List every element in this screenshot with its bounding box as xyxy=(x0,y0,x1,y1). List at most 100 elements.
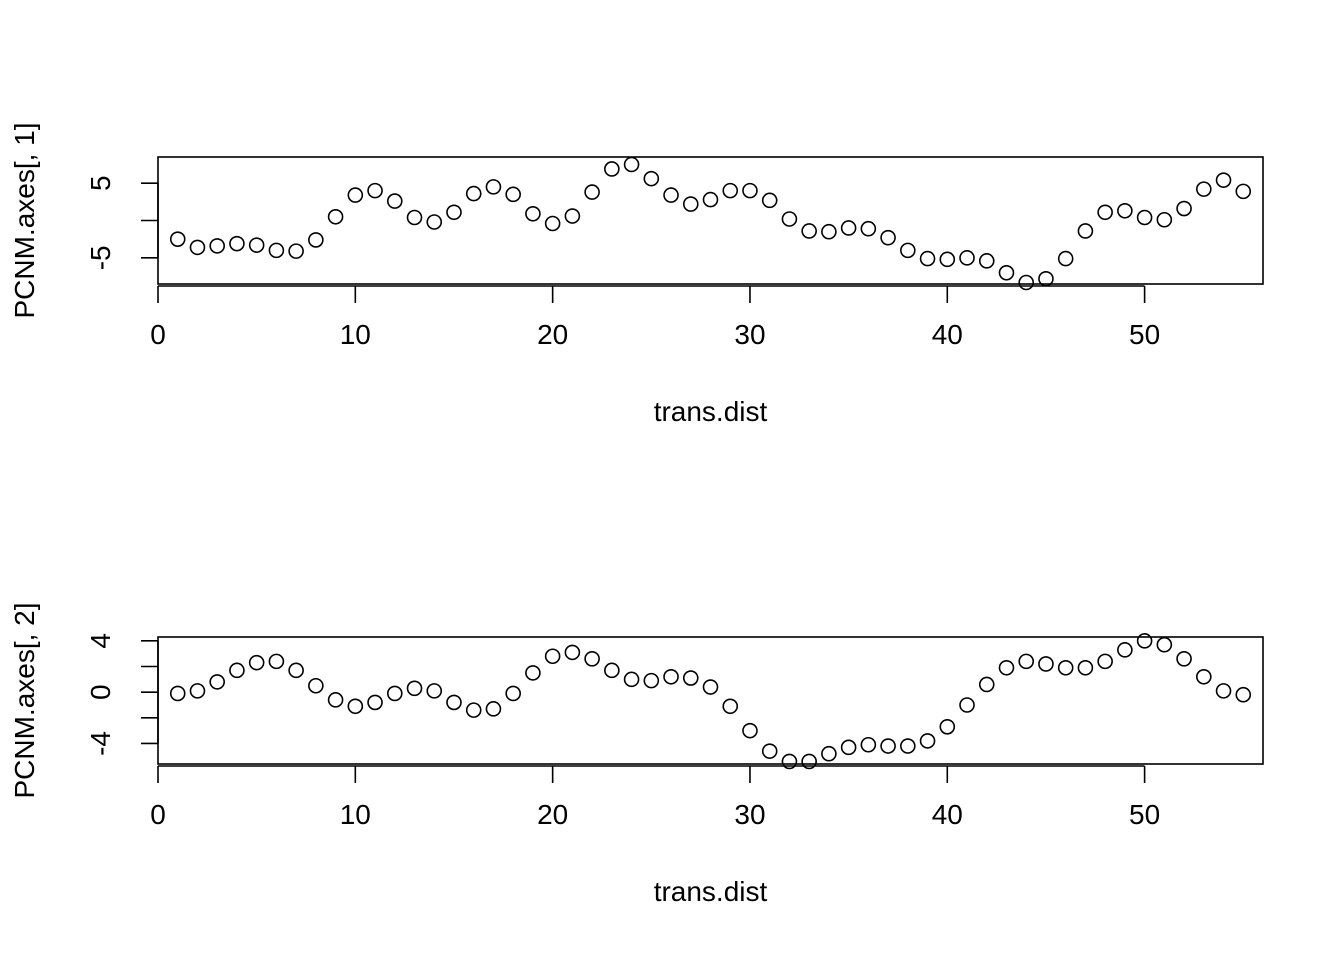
data-point xyxy=(978,676,995,693)
data-point xyxy=(1215,683,1232,699)
data-point xyxy=(525,205,541,222)
x-tick-label: 50 xyxy=(1129,799,1160,830)
data-point xyxy=(327,208,344,225)
data-point xyxy=(386,193,403,209)
data-point xyxy=(1196,668,1212,685)
x-tick-label: 10 xyxy=(340,319,371,350)
data-point xyxy=(959,697,975,713)
data-point xyxy=(1038,270,1054,287)
data-point xyxy=(880,738,896,754)
data-point xyxy=(485,701,502,717)
data-point xyxy=(426,214,443,230)
data-point xyxy=(485,179,502,195)
data-point xyxy=(288,243,304,259)
data-point xyxy=(1176,651,1192,667)
data-point xyxy=(998,659,1015,676)
x-tick-label: 0 xyxy=(150,319,166,350)
data-point xyxy=(761,743,778,759)
data-point xyxy=(189,239,206,256)
data-point xyxy=(209,674,225,690)
data-point xyxy=(682,670,699,686)
data-point xyxy=(465,702,482,718)
data-points xyxy=(169,633,1252,770)
data-point xyxy=(702,191,719,208)
data-point xyxy=(229,235,245,252)
x-tick-label: 30 xyxy=(734,799,765,830)
data-point xyxy=(1156,636,1173,653)
y-tick-label: -5 xyxy=(85,245,116,270)
data-point xyxy=(426,683,443,699)
data-point xyxy=(327,692,344,708)
data-point xyxy=(308,232,324,248)
data-point xyxy=(663,668,679,685)
data-point xyxy=(446,694,462,711)
data-point xyxy=(347,187,364,203)
data-point xyxy=(1117,642,1133,658)
y-tick-label: 4 xyxy=(85,633,116,649)
data-point xyxy=(268,653,285,670)
data-point xyxy=(604,662,620,679)
data-point xyxy=(386,685,403,702)
data-point xyxy=(189,683,206,699)
y-axis-title: PCNM.axes[, 2] xyxy=(9,602,40,798)
data-point xyxy=(919,733,936,749)
data-point xyxy=(505,685,521,702)
data-point xyxy=(505,186,521,203)
data-point xyxy=(308,677,324,694)
x-tick-label: 20 xyxy=(537,799,568,830)
scatter-panel-1: 0 10 20 30 40 50 trans.dist -5 5 PCNM.axes[, 1] xyxy=(9,122,1264,427)
y-axis-title: PCNM.axes[, 1] xyxy=(9,122,40,318)
data-point xyxy=(623,156,640,173)
data-point xyxy=(229,662,245,679)
x-tick-label: 20 xyxy=(537,319,568,350)
data-point xyxy=(604,161,620,177)
data-point xyxy=(919,250,936,267)
data-point xyxy=(623,671,640,688)
data-point xyxy=(584,651,600,667)
data-point xyxy=(1117,202,1133,219)
data-point xyxy=(544,648,561,665)
data-point xyxy=(939,251,956,268)
data-point xyxy=(781,753,798,770)
y-tick-label: -4 xyxy=(85,731,116,756)
data-point xyxy=(1018,653,1035,670)
data-point xyxy=(1215,172,1232,188)
y-tick-label: 5 xyxy=(85,175,116,191)
data-points xyxy=(169,156,1252,291)
data-point xyxy=(998,264,1015,281)
data-point xyxy=(544,215,561,232)
data-point xyxy=(248,654,265,671)
x-axis-title: trans.dist xyxy=(654,396,768,427)
data-point xyxy=(347,698,364,715)
data-point xyxy=(1097,653,1113,670)
data-point xyxy=(959,250,975,266)
data-point xyxy=(900,242,916,259)
x-tick-label: 10 xyxy=(340,799,371,830)
data-point xyxy=(1235,686,1252,703)
data-point xyxy=(1077,223,1094,239)
data-point xyxy=(781,211,798,227)
data-point xyxy=(288,662,304,679)
x-tick-label: 0 xyxy=(150,799,166,830)
data-point xyxy=(860,220,877,237)
x-tick-label: 40 xyxy=(932,319,963,350)
data-point xyxy=(367,182,383,199)
data-point xyxy=(978,253,995,269)
data-point xyxy=(584,184,600,200)
data-point xyxy=(1057,659,1074,676)
data-point xyxy=(1038,656,1054,672)
data-point xyxy=(1136,209,1153,226)
x-tick-label: 50 xyxy=(1129,319,1160,350)
data-point xyxy=(840,220,857,236)
data-point xyxy=(801,223,817,239)
data-point xyxy=(564,644,581,661)
data-point xyxy=(446,204,462,221)
x-tick-label: 30 xyxy=(734,319,765,350)
data-point xyxy=(1136,633,1153,649)
y-tick-label: 0 xyxy=(85,684,116,700)
data-point xyxy=(1235,183,1252,200)
data-point xyxy=(742,182,758,199)
data-point xyxy=(880,229,896,246)
data-point xyxy=(742,722,758,739)
